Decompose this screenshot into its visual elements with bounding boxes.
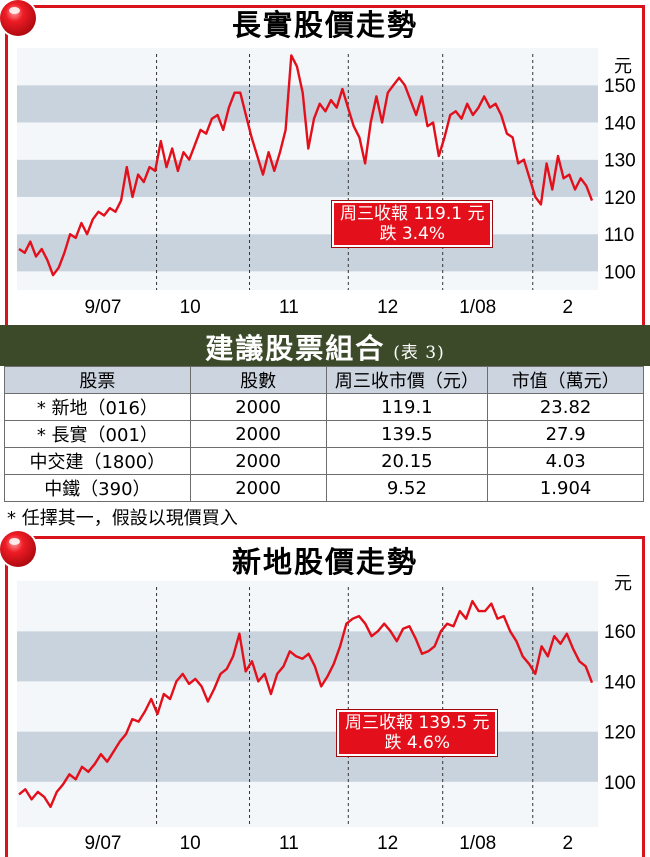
table-cell: 2000	[189, 420, 327, 448]
table-row: 中交建（1800） 2000 20.15 4.03	[4, 447, 644, 475]
grid-band	[17, 681, 598, 732]
grid-band	[17, 631, 598, 682]
table-cell: 9.52	[325, 474, 489, 502]
x-tick-label: 9/07	[84, 833, 121, 854]
grid-band	[17, 731, 598, 782]
annotation-line-2: 跌 3.4%	[379, 224, 446, 244]
grid-band	[17, 581, 598, 632]
portfolio-title: 建議股票組合	[205, 332, 386, 365]
column-header: 周三收市價（元）	[325, 366, 489, 394]
x-tick-label: 2	[562, 297, 573, 318]
table-cell: 20.15	[325, 447, 489, 475]
grid-band	[17, 85, 598, 123]
x-tick-label: 10	[180, 297, 201, 318]
price-series-line	[18, 599, 594, 809]
y-tick-label: 140	[604, 672, 636, 693]
x-tick-label: 10	[180, 833, 201, 854]
portfolio-section: 建議股票組合 (表 3) 股票 股數 周三收市價（元） 市值（萬元） * 新地（0…	[0, 325, 650, 531]
table-cell: 23.82	[487, 393, 644, 421]
table-cell: 2000	[189, 393, 327, 421]
x-tick-label: 11	[279, 833, 299, 854]
x-tick-label: 11	[279, 297, 299, 318]
grid-band	[17, 271, 598, 290]
table-cell: 中交建（1800）	[4, 447, 191, 475]
table-cell: 139.5	[325, 420, 489, 448]
portfolio-note: (表 3)	[393, 343, 445, 363]
table-row: * 新地（016） 2000 119.1 23.82	[4, 393, 644, 421]
x-tick-label: 1/08	[459, 297, 496, 318]
table-cell: 119.1	[325, 393, 489, 421]
grid-band	[17, 48, 598, 86]
y-tick-label: 150	[604, 76, 636, 97]
y-tick-label: 100	[604, 262, 636, 283]
y-unit-label: 元	[614, 573, 632, 594]
y-tick-label: 140	[604, 113, 636, 134]
y-unit-label: 元	[614, 56, 632, 77]
y-tick-label: 130	[604, 151, 636, 172]
portfolio-footnote: * 任擇其一，假設以現價買入	[7, 508, 238, 529]
table-cell: 4.03	[487, 447, 644, 475]
column-header: 股票	[4, 366, 191, 394]
y-tick-label: 110	[604, 225, 634, 246]
y-tick-label: 160	[604, 622, 636, 643]
column-header: 市值（萬元）	[487, 366, 644, 394]
y-tick-label: 120	[604, 723, 636, 744]
chart-frame	[5, 536, 645, 857]
table-cell: 中鐵（390）	[4, 474, 191, 502]
price-annotation: 周三收報 119.1 元 跌 3.4%	[330, 200, 494, 248]
chart-title: 新地股價走勢	[231, 545, 418, 579]
x-tick-label: 12	[377, 297, 398, 318]
grid-band	[17, 781, 598, 827]
chart-title: 長實股價走勢	[231, 8, 418, 42]
red-ball-icon	[0, 0, 36, 36]
line-chart-shk: 100 120 140 160 元 9/07 10 11 12 1/08 2	[17, 573, 636, 854]
x-tick-label: 2	[562, 833, 573, 854]
annotation-line-1: 周三收報 139.5 元	[345, 713, 490, 733]
table-cell: 2000	[189, 474, 327, 502]
annotation-line-2: 跌 4.6%	[384, 733, 451, 753]
price-series-line	[18, 54, 594, 277]
chart-panel-ck: 長實股價走勢 100 110 120 130 140 150 元 9/07 10 11 12 1/08…	[0, 0, 650, 325]
grid-band	[17, 196, 598, 235]
table-cell: * 長實（001）	[4, 420, 191, 448]
x-tick-label: 9/07	[84, 297, 121, 318]
portfolio-table: 股票 股數 周三收市價（元） 市值（萬元） * 新地（016） 2000 119…	[4, 366, 644, 502]
portfolio-header: 建議股票組合 (表 3)	[0, 325, 650, 366]
y-tick-label: 120	[604, 188, 636, 209]
column-header: 股數	[189, 366, 327, 394]
grid-band	[17, 159, 598, 197]
table-cell: 1.904	[487, 474, 644, 502]
annotation-line-1: 周三收報 119.1 元	[340, 204, 485, 224]
red-ball-icon	[0, 531, 36, 567]
table-cell: 27.9	[487, 420, 644, 448]
table-header-row: 股票 股數 周三收市價（元） 市值（萬元）	[4, 366, 644, 394]
table-cell: 2000	[189, 447, 327, 475]
table-row: * 長實（001） 2000 139.5 27.9	[4, 420, 644, 448]
price-annotation: 周三收報 139.5 元 跌 4.6%	[335, 709, 499, 757]
x-tick-label: 12	[377, 833, 398, 854]
chart-frame	[5, 5, 645, 325]
table-cell: * 新地（016）	[4, 393, 191, 421]
grid-band	[17, 234, 598, 272]
y-tick-label: 100	[604, 773, 636, 794]
table-row: 中鐵（390） 2000 9.52 1.904	[4, 474, 644, 502]
x-tick-label: 1/08	[459, 833, 496, 854]
chart-panel-shk: 新地股價走勢 100 120 140 160 元 9/07 10 11 12 1/08 2 周三收報…	[0, 531, 650, 857]
